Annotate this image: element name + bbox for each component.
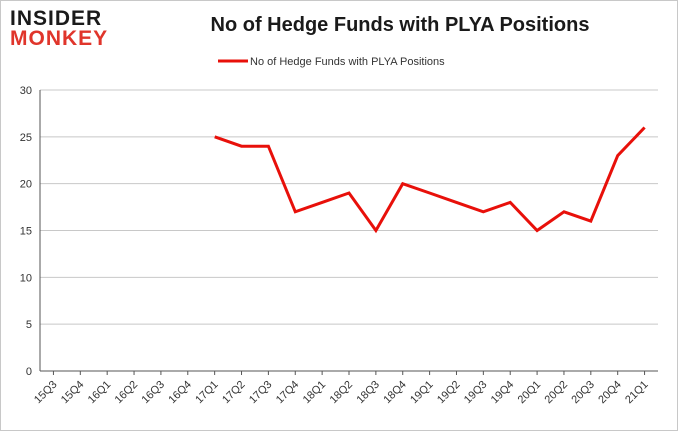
legend-label: No of Hedge Funds with PLYA Positions xyxy=(250,56,445,68)
x-tick-label: 20Q2 xyxy=(543,379,571,407)
gridlines xyxy=(40,89,658,325)
x-tick-label: 15Q4 xyxy=(59,379,87,407)
x-tick-label: 21Q1 xyxy=(623,379,651,407)
x-tick-label: 20Q3 xyxy=(569,379,597,407)
series-line-0 xyxy=(214,126,646,234)
x-tick-label: 18Q3 xyxy=(354,379,382,407)
x-tick-label: 17Q2 xyxy=(220,379,248,407)
legend: No of Hedge Funds with PLYA Positions xyxy=(218,56,445,68)
y-tick-label: 25 xyxy=(20,132,32,144)
axes xyxy=(39,90,658,375)
series-lines xyxy=(214,126,646,234)
y-tick-label: 5 xyxy=(26,319,32,331)
x-tick-label: 15Q3 xyxy=(32,379,60,407)
x-tick-label: 17Q1 xyxy=(193,379,221,407)
x-tick-label: 19Q2 xyxy=(435,379,463,407)
chart-title: No of Hedge Funds with PLYA Positions xyxy=(210,14,590,36)
x-tick-label: 18Q4 xyxy=(381,379,409,407)
insider-monkey-logo: INSIDER MONKEY xyxy=(10,7,109,50)
y-tick-label: 0 xyxy=(26,366,32,378)
logo-line-1: INSIDER xyxy=(10,7,103,30)
x-tick-label: 18Q2 xyxy=(328,379,356,407)
x-tick-label: 17Q3 xyxy=(247,379,275,407)
x-tick-label: 16Q1 xyxy=(86,379,114,407)
y-tick-label: 10 xyxy=(20,272,32,284)
y-tick-label: 15 xyxy=(20,226,32,238)
y-tick-label: 30 xyxy=(20,85,32,97)
x-tick-labels: 15Q3 15Q4 16Q1 16Q2 16Q3 16Q4 17Q1 17Q2 17Q3 17Q4… xyxy=(32,379,651,407)
x-tick-label: 20Q1 xyxy=(516,379,544,407)
x-tick-label: 19Q1 xyxy=(408,379,436,407)
logo-line-2: MONKEY xyxy=(10,27,109,50)
x-tick-label: 16Q4 xyxy=(166,379,194,407)
x-tick-label: 19Q3 xyxy=(462,379,490,407)
x-tick-label: 18Q1 xyxy=(301,379,329,407)
y-tick-label: 20 xyxy=(20,179,32,191)
x-tick-label: 20Q4 xyxy=(596,379,624,407)
x-tick-label: 16Q2 xyxy=(113,379,141,407)
x-tick-label: 17Q4 xyxy=(274,379,302,407)
x-tick-label: 19Q4 xyxy=(489,379,517,407)
x-tick-label: 16Q3 xyxy=(140,379,168,407)
y-tick-labels: 0 5 10 15 20 25 30 xyxy=(20,85,32,378)
